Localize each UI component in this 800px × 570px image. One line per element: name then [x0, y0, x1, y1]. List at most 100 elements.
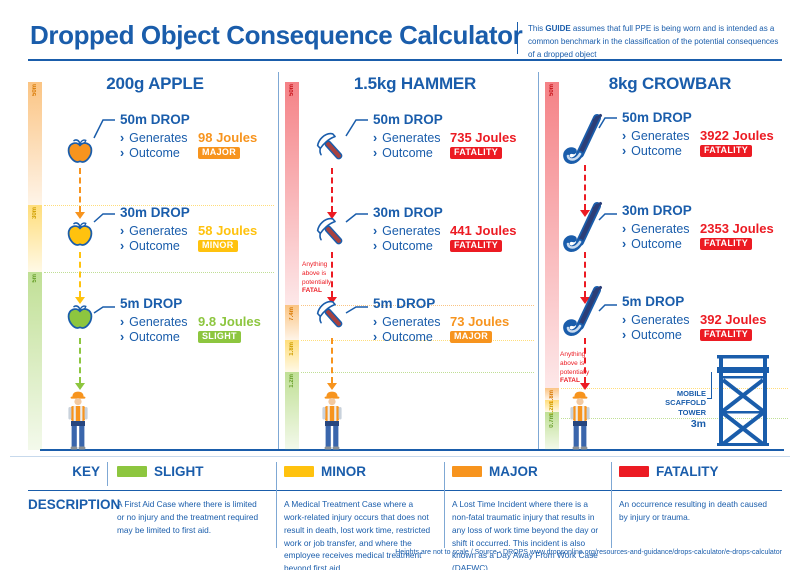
scaffold-label-line: SCAFFOLD: [665, 398, 706, 408]
outcome-badge: SLIGHT: [198, 330, 241, 343]
joules-value: 392 Joules: [700, 312, 767, 327]
key-mini-divider: [107, 462, 108, 486]
outcome-row-text: Outcome: [631, 327, 682, 342]
outcome-badge: FATALITY: [700, 144, 753, 157]
outcome-row: › Outcome FATALITY: [622, 236, 797, 251]
apple-object: [65, 219, 95, 252]
apple-object: [65, 302, 95, 335]
drop-height-label: 30m DROP: [120, 205, 190, 220]
generates-row-text: Generates: [382, 130, 441, 145]
pointer-line-svg: [93, 119, 115, 139]
drop-height-label: 50m DROP: [373, 112, 443, 127]
scale-bar-segment-fatality: [545, 82, 559, 388]
bullet-glyph: ›: [120, 238, 125, 253]
key-item-label: MAJOR: [489, 464, 538, 479]
hammer-icon: [316, 132, 343, 160]
key-column-divider: [276, 462, 277, 548]
drop-arrow: [79, 168, 81, 212]
drop-arrow: [79, 252, 81, 297]
bullet-glyph: ›: [622, 312, 627, 327]
fatal-note-line: potentially: [560, 368, 590, 376]
drop-entry: 5m DROP › Generates 392 Joules › Outcome FATAL…: [622, 294, 797, 342]
outcome-row-text: Outcome: [382, 238, 433, 253]
generates-row-label: › Generates: [373, 315, 450, 329]
scale-bar-label: 50m: [289, 84, 295, 97]
generates-row: › Generates 73 Joules: [373, 314, 548, 329]
scale-bar-label: 7.4m: [289, 307, 295, 321]
fatality-swatch: [619, 466, 649, 477]
scale-bar-segment-slight: [285, 372, 299, 450]
outcome-badge: MAJOR: [450, 330, 493, 343]
header-note-divider: [517, 22, 518, 54]
crowbar-icon: [563, 202, 602, 252]
drop-arrow-head: [327, 212, 337, 219]
fatal-warning-note: Anything above is potentially FATAL: [302, 261, 346, 296]
outcome-row-label: › Outcome: [373, 239, 450, 253]
zone-boundary-line: [44, 205, 274, 206]
outcome-row: › Outcome FATALITY: [373, 145, 548, 160]
drop-arrow-head: [327, 297, 337, 304]
generates-row: › Generates 735 Joules: [373, 130, 548, 145]
key-section-topline: [10, 456, 790, 457]
apple-icon: [67, 139, 93, 163]
drop-entry: 30m DROP › Generates 2353 Joules › Outcome FAT…: [622, 203, 797, 251]
pointer-line: [597, 115, 618, 134]
pointer-line-svg: [598, 304, 617, 312]
outcome-row-text: Outcome: [129, 238, 180, 253]
drop-height-label: 5m DROP: [622, 294, 685, 309]
pointer-line: [92, 117, 116, 144]
generates-row-label: › Generates: [373, 224, 450, 238]
outcome-badge: FATALITY: [700, 328, 753, 341]
drop-arrow-head: [580, 383, 590, 390]
outcome-row-text: Outcome: [129, 145, 180, 160]
drop-arrow-head: [75, 212, 85, 219]
joules-value: 3922 Joules: [700, 128, 774, 143]
outcome-row-label: › Outcome: [120, 146, 198, 160]
outcome-row-label: › Outcome: [120, 239, 198, 253]
bullet-glyph: ›: [622, 128, 627, 143]
drop-arrow: [584, 338, 586, 383]
bullet-glyph: ›: [622, 236, 627, 251]
key-column-divider: [444, 462, 445, 548]
drop-height-label: 50m DROP: [622, 110, 692, 125]
outcome-row-label: › Outcome: [622, 144, 700, 158]
apple-icon: [67, 305, 93, 329]
generates-row: › Generates 58 Joules: [120, 223, 295, 238]
drop-entry: 5m DROP › Generates 73 Joules › Outcome MAJOR: [373, 296, 548, 344]
zone-boundary-line: [561, 418, 788, 419]
drop-entry: 5m DROP › Generates 9.8 Joules › Outcome SLIGH…: [120, 296, 295, 344]
minor-description: A Medical Treatment Case where a work-re…: [284, 499, 431, 570]
column-divider: [538, 72, 539, 450]
key-label: KEY: [72, 464, 100, 479]
hammer-object: [314, 298, 350, 339]
bullet-glyph: ›: [622, 327, 627, 342]
key-column-divider: [611, 462, 612, 548]
generates-row-text: Generates: [631, 312, 690, 327]
generates-row: › Generates 9.8 Joules: [120, 314, 295, 329]
bullet-glyph: ›: [622, 221, 627, 236]
outcome-row-text: Outcome: [631, 236, 682, 251]
scale-bar-label: 0.7m: [549, 414, 555, 428]
ground-line: [40, 449, 784, 451]
pointer-line-svg: [93, 213, 115, 223]
crowbar-object: [563, 201, 607, 260]
scale-bar-label: 50m: [32, 84, 38, 97]
scale-bar-segment-minor: [545, 400, 559, 412]
scale-bar-segment-slight: [28, 272, 42, 450]
fatal-note-line: above is: [302, 269, 327, 277]
generates-row: › Generates 98 Joules: [120, 130, 295, 145]
bullet-glyph: ›: [120, 145, 125, 160]
fatality-description: An occurrence resulting in death caused …: [619, 499, 768, 522]
drop-arrow: [584, 165, 586, 210]
scale-bar-segment-major: [545, 388, 559, 400]
scaffold-leader: [711, 372, 712, 399]
pointer-line-svg: [598, 213, 617, 221]
header-note: This GUIDE assumes that full PPE is bein…: [528, 24, 779, 59]
fatal-note-line: FATAL: [560, 377, 580, 385]
outcome-row-text: Outcome: [129, 329, 180, 344]
outcome-row-label: › Outcome: [373, 146, 450, 160]
joules-value: 58 Joules: [198, 223, 258, 238]
hammer-object: [314, 130, 350, 171]
column-title: 8kg CROWBAR: [608, 74, 732, 93]
